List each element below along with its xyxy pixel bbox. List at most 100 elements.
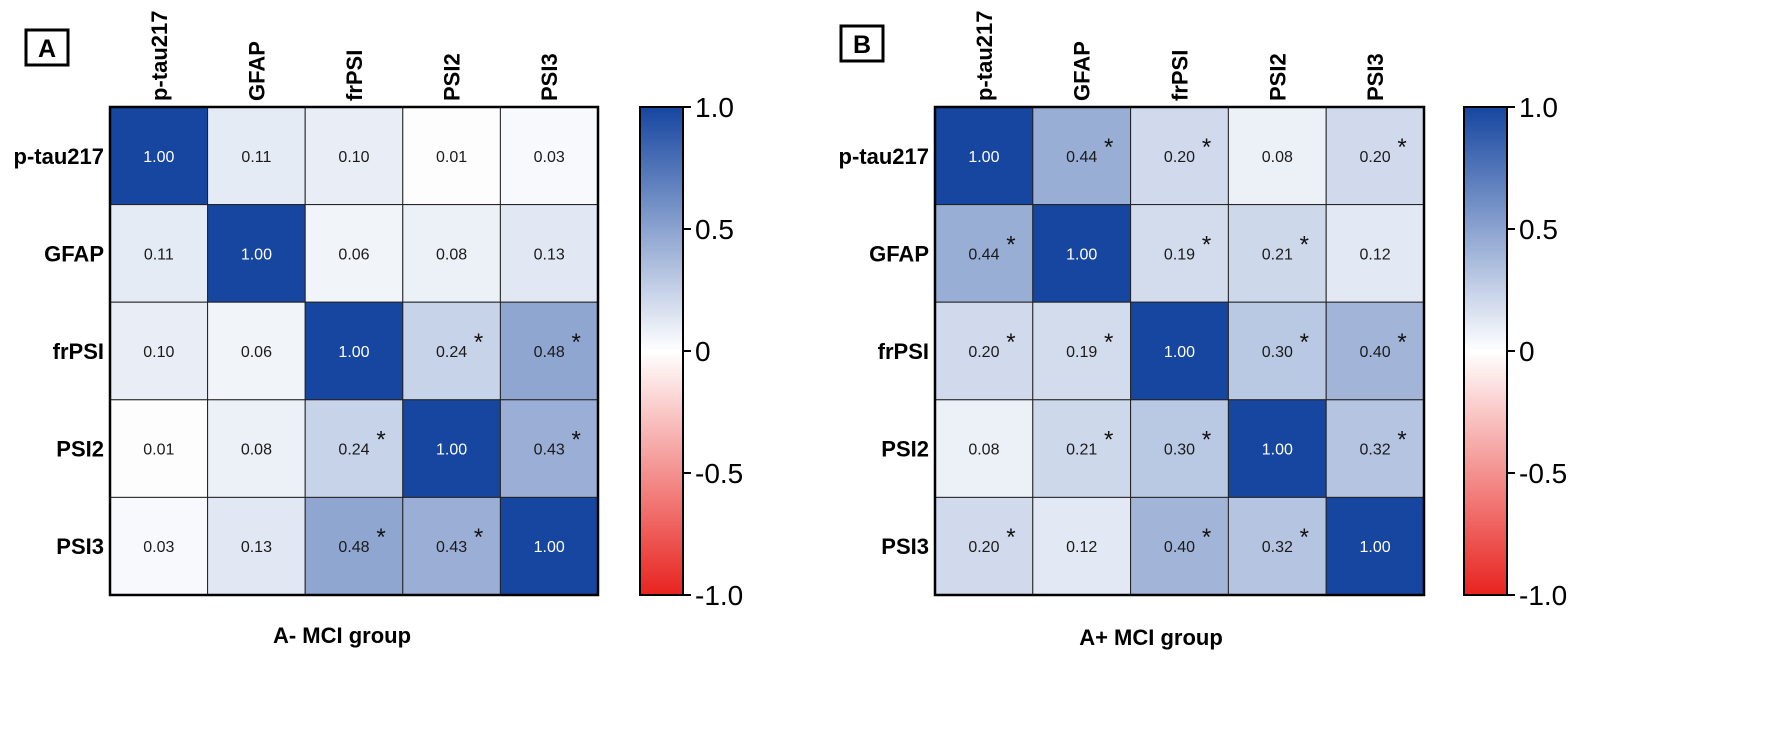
panel-b-cell-value: 0.30 bbox=[1164, 442, 1195, 459]
panel-b-cell-value: 0.32 bbox=[1262, 539, 1293, 556]
panel-a-row-label: p-tau217 bbox=[14, 144, 104, 169]
panel-b-cell bbox=[1325, 204, 1425, 303]
panel-b-significance-marker: * bbox=[1006, 329, 1015, 356]
panel-b-cell-value: 1.00 bbox=[1066, 246, 1097, 263]
panel-b-cell bbox=[1032, 399, 1132, 498]
panel-b-cell bbox=[1130, 496, 1229, 596]
panel-a-cell bbox=[207, 399, 306, 498]
panel-a-row-label: PSI2 bbox=[56, 437, 104, 462]
panel-b-cell-value: 0.12 bbox=[1360, 246, 1391, 263]
panel-b-cell bbox=[1032, 496, 1132, 596]
panel-a-col-label: PSI3 bbox=[537, 53, 562, 101]
panel-b-cell-value: 1.00 bbox=[1262, 442, 1293, 459]
panel-a-cell-value: 0.10 bbox=[338, 149, 369, 166]
panel-a-cell bbox=[304, 106, 404, 206]
panel-a-cell-value: 1.00 bbox=[143, 149, 174, 166]
panel-a-cell-value: 1.00 bbox=[338, 344, 369, 361]
panel-b-significance-marker: * bbox=[1104, 427, 1113, 454]
panel-a-cell-value: 0.24 bbox=[436, 344, 467, 361]
panel-b-row-label: p-tau217 bbox=[839, 144, 929, 169]
panel-b-col-label: PSI3 bbox=[1363, 53, 1388, 101]
panel-a-cell bbox=[109, 496, 209, 596]
panel-b-cell bbox=[1130, 106, 1229, 206]
panel-a-col-label: frPSI bbox=[342, 50, 367, 101]
panel-a-cell bbox=[402, 301, 501, 401]
panel-b-cell-value: 0.19 bbox=[1066, 344, 1097, 361]
panel-b-cell-value: 0.40 bbox=[1164, 539, 1195, 556]
panel-b-cell bbox=[1032, 301, 1132, 401]
panel-b-cell-value: 0.08 bbox=[968, 442, 999, 459]
panel-a-cell-value: 0.01 bbox=[436, 149, 467, 166]
panel-b-significance-marker: * bbox=[1397, 427, 1406, 454]
panel-a-grid-border bbox=[108, 105, 600, 597]
panel-a-cell bbox=[109, 106, 209, 206]
panel-a-cell-value: 0.03 bbox=[143, 539, 174, 556]
panel-a-significance-marker: * bbox=[376, 427, 385, 454]
panel-a-cell bbox=[207, 496, 306, 596]
panel-b-colorbar-tick-label: 0.5 bbox=[1519, 214, 1558, 245]
panel-a-cell bbox=[499, 106, 599, 206]
panel-a-row-label: GFAP bbox=[44, 241, 104, 266]
panel-b-cell bbox=[1325, 399, 1425, 498]
panel-b-cell bbox=[934, 106, 1034, 206]
panel-b-significance-marker: * bbox=[1104, 329, 1113, 356]
panel-a-cell-value: 0.11 bbox=[241, 149, 271, 166]
panel-b: B1.00 0.44 * 0.20 * 0.08 0.20 *0.44 * 1.00 0.19 * 0.… bbox=[839, 11, 1568, 650]
panel-a-col-label: p-tau217 bbox=[147, 11, 172, 101]
panel-b-cell-value: 0.19 bbox=[1164, 246, 1195, 263]
panel-a-cell bbox=[402, 106, 501, 206]
panel-a-cell-value: 0.11 bbox=[144, 246, 174, 263]
panel-a-significance-marker: * bbox=[474, 524, 483, 551]
panel-b-cell-value: 0.20 bbox=[968, 344, 999, 361]
panel-b-cell-value: 1.00 bbox=[1360, 539, 1391, 556]
panel-b-cell-value: 0.20 bbox=[968, 539, 999, 556]
panel-b-cell-value: 1.00 bbox=[968, 149, 999, 166]
panel-a-cell bbox=[207, 301, 306, 401]
panel-a-significance-marker: * bbox=[572, 329, 581, 356]
panel-b-cell-value: 0.30 bbox=[1262, 344, 1293, 361]
panel-a-row-label: PSI3 bbox=[56, 534, 104, 559]
panel-a-cell-value: 1.00 bbox=[534, 539, 565, 556]
panel-a-cell bbox=[499, 399, 599, 498]
panel-a-cell bbox=[207, 204, 306, 303]
panel-b-row-label: frPSI bbox=[878, 339, 929, 364]
panel-a-cell-value: 1.00 bbox=[436, 442, 467, 459]
panel-b-significance-marker: * bbox=[1300, 329, 1309, 356]
panel-a-cell-value: 0.43 bbox=[534, 442, 565, 459]
panel-b-label-box bbox=[839, 24, 885, 63]
panel-b-cell bbox=[1032, 204, 1132, 303]
panel-b-significance-marker: * bbox=[1397, 329, 1406, 356]
panel-a-cell-value: 1.00 bbox=[241, 246, 272, 263]
panel-b-colorbar-tick-label: -0.5 bbox=[1519, 458, 1567, 489]
panel-b-significance-marker: * bbox=[1397, 134, 1406, 161]
panel-b-significance-marker: * bbox=[1202, 427, 1211, 454]
panel-b-label-text: B bbox=[853, 31, 871, 59]
panel-b-col-label: PSI2 bbox=[1265, 53, 1290, 101]
panel-b-significance-marker: * bbox=[1104, 134, 1113, 161]
panel-b-cell-value: 0.21 bbox=[1066, 442, 1097, 459]
panel-a-colorbar-tick-label: 0 bbox=[695, 336, 711, 367]
panel-b-colorbar-tick-label: 1.0 bbox=[1519, 92, 1558, 123]
panel-a-label-box bbox=[24, 28, 70, 67]
panel-a-cell bbox=[402, 204, 501, 303]
panel-b-cell-value: 0.20 bbox=[1360, 149, 1391, 166]
panel-b-row-label: PSI3 bbox=[881, 534, 929, 559]
panel-a-cell bbox=[109, 399, 209, 498]
panel-a-cell-value: 0.06 bbox=[338, 246, 369, 263]
panel-a-significance-marker: * bbox=[474, 329, 483, 356]
panel-a-cell-value: 0.03 bbox=[534, 149, 565, 166]
panel-b-col-label: p-tau217 bbox=[972, 11, 997, 101]
panel-b-significance-marker: * bbox=[1300, 231, 1309, 258]
panel-a-colorbar-tick-label: 0.5 bbox=[695, 214, 734, 245]
panel-b-colorbar-tick-label: 0 bbox=[1519, 336, 1535, 367]
panel-a-cell bbox=[402, 399, 501, 498]
panel-a-cell bbox=[109, 301, 209, 401]
panel-a-title: A- MCI group bbox=[273, 623, 411, 648]
panel-b-row-label: PSI2 bbox=[881, 437, 929, 462]
panel-a-colorbar bbox=[639, 106, 684, 596]
panel-a-col-label: GFAP bbox=[244, 41, 269, 101]
panel-b-colorbar bbox=[1463, 106, 1508, 596]
panel-a-row-label: frPSI bbox=[53, 339, 104, 364]
panel-a-label-text: A bbox=[38, 35, 56, 63]
